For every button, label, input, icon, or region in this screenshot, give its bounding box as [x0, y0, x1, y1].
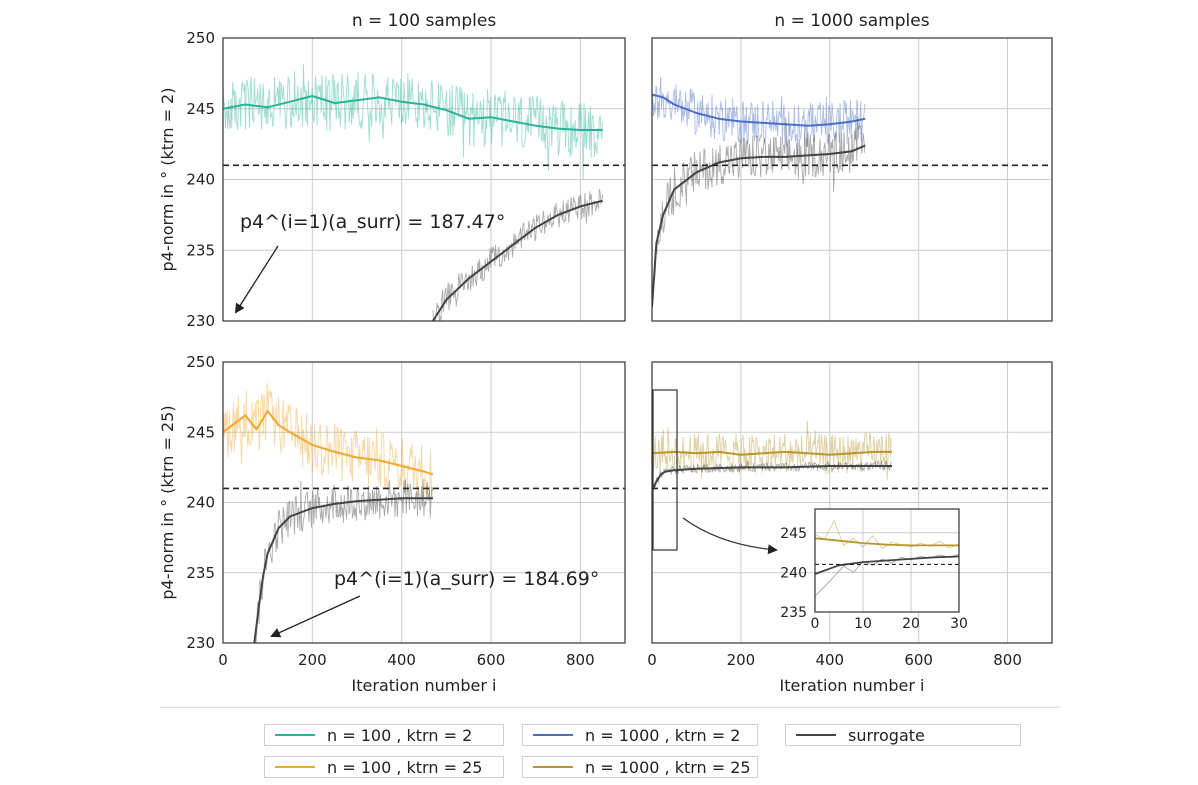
x-tick-label: 200 [298, 651, 327, 669]
series-surrogate [652, 116, 866, 307]
series-surrogate [432, 189, 604, 321]
series-surrogate [253, 478, 434, 643]
x-tick-label: 600 [477, 651, 506, 669]
series-raw-trace [652, 420, 892, 481]
panel-title: n = 1000 samples [774, 11, 929, 31]
x-tick-label: 10 [854, 616, 872, 632]
x-tick-label: 20 [902, 616, 920, 632]
series-raw-trace [652, 76, 866, 158]
y-tick-label: 250 [186, 353, 215, 371]
legend-separator [160, 707, 1060, 708]
legend-swatch [796, 734, 836, 736]
legend-swatch [533, 734, 573, 736]
legend-label: n = 100 , ktrn = 25 [327, 757, 483, 777]
x-tick-label: 200 [727, 651, 756, 669]
annotation-arrow-p3 [270, 595, 361, 638]
x-tick-label: 400 [815, 651, 844, 669]
series-smoothed-line [432, 199, 603, 321]
series-smoothed-line [652, 450, 892, 456]
annotation-p3: p4^(i=1)(a_surr) = 184.69° [334, 568, 599, 590]
x-tick-label: 600 [904, 651, 933, 669]
legend-swatch [275, 734, 315, 736]
series-smoothed-line [652, 93, 866, 127]
series-smoothed-line [815, 555, 959, 575]
legend-entry-n100-k2: n = 100 , ktrn = 2 [264, 724, 504, 746]
x-tick-label: 0 [647, 651, 657, 669]
series-main [223, 382, 434, 501]
panel-title: n = 100 samples [352, 11, 496, 31]
series-surrogate [652, 459, 892, 492]
y-axis-label: p4-norm in ° (ktrn = 2) [158, 88, 177, 272]
x-tick-label: 30 [950, 616, 968, 632]
panel-inset: 235 240 245 0 10 20 30 [780, 508, 968, 632]
series-raw-trace [223, 64, 603, 180]
series-raw-trace [223, 382, 434, 501]
legend-entry-surrogate: surrogate [785, 724, 1021, 746]
x-axis-label: Iteration number i [352, 676, 497, 695]
x-tick-label: 0 [811, 616, 820, 632]
legend-label: surrogate [848, 725, 925, 745]
y-tick-label: 245 [186, 423, 215, 441]
zoom-arrow [682, 517, 778, 555]
y-tick-label: 240 [186, 171, 215, 189]
legend-label: n = 100 , ktrn = 2 [327, 725, 473, 745]
series-main [652, 76, 866, 158]
x-tick-label: 800 [566, 651, 595, 669]
legend-swatch [533, 766, 573, 768]
series-smoothed-line [253, 497, 433, 643]
axes-frame [222, 361, 626, 644]
annotation-arrow-p1 [234, 245, 279, 314]
legend-swatch [275, 766, 315, 768]
series-main [815, 519, 959, 550]
series-main [652, 420, 892, 481]
legend-label: n = 1000 , ktrn = 25 [585, 757, 751, 777]
legend-entry-n1000-k25: n = 1000 , ktrn = 25 [522, 756, 758, 778]
y-tick-label: 245 [780, 526, 807, 542]
series-main [223, 64, 603, 180]
y-tick-label: 235 [186, 241, 215, 259]
y-tick-label: 250 [186, 29, 215, 47]
y-tick-label: 240 [780, 565, 807, 581]
y-tick-label: 235 [780, 605, 807, 621]
x-tick-label: 0 [218, 651, 228, 669]
panel-p1: 230 235 240 245 250 n = 100 samples p4-norm in… [158, 11, 626, 330]
axes-frame [651, 361, 1053, 644]
x-tick-label: 400 [387, 651, 416, 669]
series-smoothed-line [652, 144, 866, 307]
y-axis-label: p4-norm in ° (ktrn = 25) [158, 405, 177, 599]
series-smoothed-line [652, 465, 892, 492]
y-tick-label: 230 [186, 312, 215, 330]
panel-p3: 230 235 240 245 250 0 200 400 600 800 Iteration nu… [158, 353, 626, 695]
x-axis-label: Iteration number i [780, 676, 925, 695]
series-smoothed-line [223, 410, 434, 476]
axes-frame [814, 508, 960, 613]
series-raw-trace [652, 116, 866, 295]
y-tick-label: 235 [186, 564, 215, 582]
axes-frame [651, 37, 1053, 322]
legend-label: n = 1000 , ktrn = 2 [585, 725, 741, 745]
series-raw-trace [652, 459, 892, 490]
series-surrogate [815, 553, 959, 597]
y-tick-label: 245 [186, 100, 215, 118]
series-smoothed-line [223, 95, 603, 131]
panel-p2: n = 1000 samples [651, 11, 1053, 322]
zoom-region-box [652, 389, 678, 551]
annotation-p1: p4^(i=1)(a_surr) = 187.47° [240, 211, 505, 233]
x-tick-label: 800 [993, 651, 1022, 669]
axes-frame [222, 37, 626, 322]
series-smoothed-line [815, 537, 959, 547]
legend-entry-n1000-k2: n = 1000 , ktrn = 2 [522, 724, 758, 746]
y-tick-label: 240 [186, 494, 215, 512]
y-tick-label: 230 [186, 634, 215, 652]
legend-entry-n100-k25: n = 100 , ktrn = 25 [264, 756, 504, 778]
series-raw-trace [254, 478, 434, 643]
